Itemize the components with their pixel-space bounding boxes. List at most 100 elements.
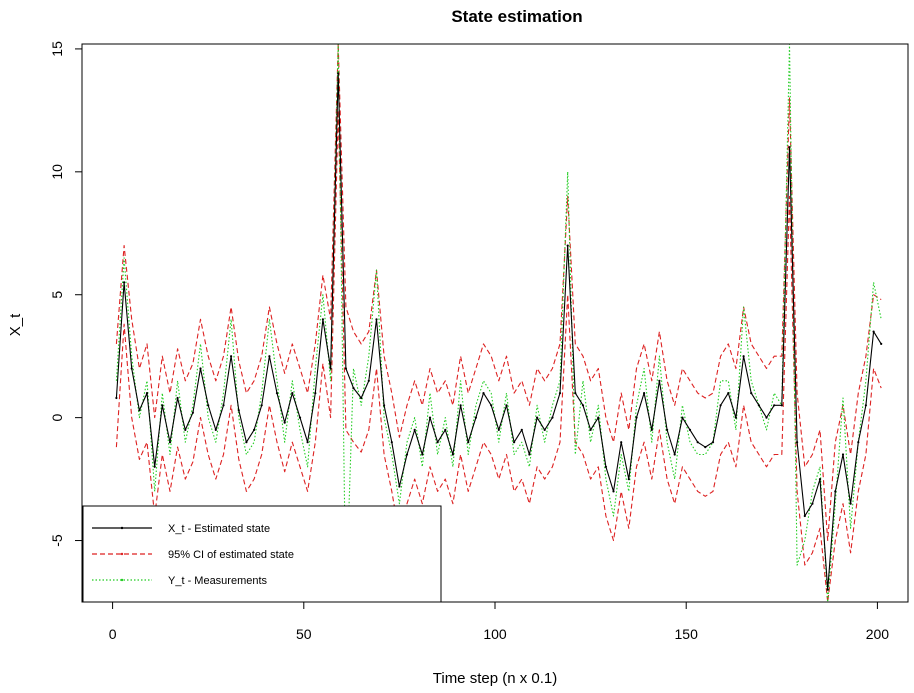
estimated-state-point: [474, 416, 477, 419]
estimated-state-point: [505, 404, 508, 407]
estimated-state-point: [153, 465, 156, 468]
estimated-state-point: [834, 490, 837, 493]
estimated-state-point: [666, 428, 669, 431]
estimated-state-point: [306, 441, 309, 444]
estimated-state-point: [711, 441, 715, 444]
estimated-state-point: [719, 404, 722, 407]
estimated-state-point: [880, 342, 883, 345]
estimated-state-point: [841, 453, 845, 456]
ci-upper-line: [115, 44, 882, 542]
legend: X_t - Estimated state 95% CI of estimate…: [82, 505, 442, 603]
estimated-state-point: [344, 367, 347, 370]
estimated-state-point: [145, 392, 149, 395]
estimated-state-point: [405, 453, 409, 456]
estimated-state-point: [321, 318, 324, 321]
estimated-state-point: [490, 404, 493, 407]
legend-marker-estimated: [120, 526, 124, 530]
estimated-state-point: [168, 441, 172, 444]
estimated-state-point: [566, 244, 569, 247]
x-axis-title: Time step (n x 0.1): [433, 670, 557, 687]
estimated-state-point: [750, 392, 753, 395]
legend-label-estimated: X_t - Estimated state: [168, 523, 270, 535]
estimated-state-point: [658, 379, 661, 382]
x-tick-label: 0: [109, 626, 117, 642]
estimated-state-point: [367, 379, 370, 382]
estimated-state-point: [230, 355, 233, 358]
estimated-state-point: [314, 392, 317, 395]
estimated-state-point: [536, 416, 539, 419]
estimated-state-point: [551, 416, 554, 419]
estimated-state-point: [497, 428, 500, 431]
estimated-state-point: [360, 396, 363, 400]
estimated-state-point: [597, 416, 600, 419]
estimated-state-point: [199, 367, 202, 370]
estimated-state-point: [612, 490, 615, 493]
estimated-state-point: [283, 421, 286, 424]
estimated-state-point: [773, 404, 776, 407]
estimated-state-point: [275, 392, 279, 395]
estimated-state-point: [428, 416, 432, 419]
estimated-state-point: [734, 416, 738, 419]
legend-label-ci: 95% CI of estimated state: [168, 549, 294, 561]
estimated-state-point: [444, 428, 447, 431]
estimated-state-point: [635, 416, 638, 419]
estimated-state-point: [574, 392, 577, 395]
estimated-state-point: [451, 453, 454, 456]
estimated-state-point: [788, 146, 791, 149]
estimated-state-point: [872, 330, 875, 333]
ci-lower-line: [115, 109, 882, 602]
y-axis-title: X_t: [7, 313, 24, 336]
estimated-state-point: [130, 367, 133, 370]
estimated-state-point: [528, 453, 531, 456]
estimated-state-point: [543, 428, 546, 431]
estimated-state-point: [207, 404, 210, 407]
estimated-state-point: [383, 404, 386, 407]
estimated-state-point: [298, 416, 302, 419]
estimated-state-point: [520, 428, 523, 431]
estimated-state-point: [268, 355, 271, 358]
chart-title: State estimation: [451, 7, 582, 26]
estimated-state-point: [558, 392, 562, 395]
estimated-state-point: [581, 404, 585, 407]
estimated-state-point: [513, 441, 516, 444]
estimated-state-point: [818, 478, 822, 481]
estimated-state-point: [436, 441, 439, 444]
estimated-state-point: [237, 409, 240, 412]
estimated-state-point: [467, 441, 470, 444]
estimated-state-point: [704, 446, 707, 449]
estimated-state-point: [390, 441, 393, 444]
estimated-state-point: [757, 404, 761, 407]
series-layer: [115, 44, 883, 602]
estimated-state-point: [857, 441, 860, 444]
estimated-state-point: [138, 409, 141, 412]
estimated-state-point: [780, 404, 783, 407]
estimated-state-point: [115, 396, 118, 400]
estimated-state-point: [329, 367, 332, 370]
estimated-state-point: [245, 441, 248, 444]
estimated-state-point: [681, 416, 684, 419]
estimated-state-point: [176, 396, 179, 400]
estimated-state-point: [727, 392, 730, 395]
estimated-state-point: [673, 453, 676, 456]
series-clip-group: [115, 44, 883, 602]
y-axis: -5 0 5 10 15: [49, 41, 82, 547]
estimated-state-point: [589, 428, 592, 431]
legend-marker-ci: [120, 552, 124, 556]
estimated-state-point: [413, 428, 416, 431]
estimated-state-point: [620, 441, 623, 444]
estimated-state-point: [849, 502, 852, 505]
estimated-state-point: [352, 387, 355, 390]
estimated-state-point: [459, 404, 462, 407]
y-tick-label: 0: [49, 414, 65, 422]
estimated-state-point: [260, 404, 263, 407]
estimated-state-point: [627, 478, 630, 481]
estimated-state-point: [123, 281, 126, 284]
y-tick-label: 5: [49, 291, 65, 299]
estimated-state-point: [650, 428, 653, 431]
x-tick-label: 100: [483, 626, 507, 642]
estimated-state-point: [765, 416, 768, 419]
estimated-state-point: [796, 441, 799, 444]
x-axis: 0 50 100 150 200: [109, 602, 889, 642]
estimated-state-point: [421, 453, 424, 456]
estimated-state-point: [222, 404, 225, 407]
